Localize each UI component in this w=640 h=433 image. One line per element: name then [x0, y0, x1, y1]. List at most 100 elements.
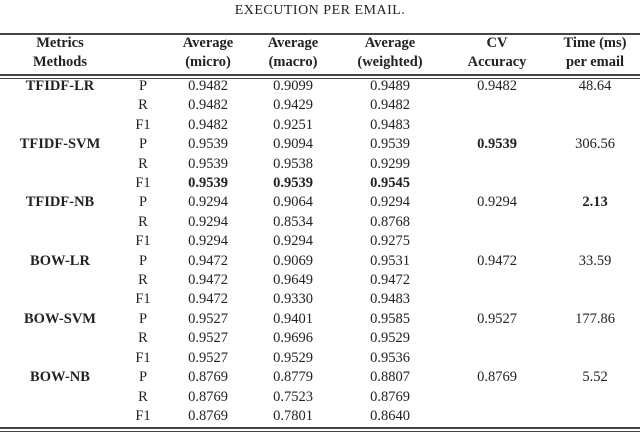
- cell-time: [550, 407, 640, 426]
- cell-method: BOW-LR: [30, 252, 90, 269]
- cell-method: TFIDF-LR: [25, 78, 95, 94]
- cell-time: [550, 349, 640, 368]
- cell-micro: 0.9527: [188, 349, 228, 366]
- cell-time: [550, 116, 640, 135]
- cell-cv: [444, 407, 550, 426]
- cell-metric: P: [138, 369, 148, 386]
- cell-method: [0, 349, 120, 368]
- cell-metric: F1: [135, 349, 151, 366]
- cell-cv: 0.9294: [477, 194, 517, 211]
- table-row: R 0.9472 0.9649 0.9472: [0, 271, 640, 290]
- cell-macro: 0.7523: [273, 388, 313, 405]
- table-row: R 0.9482 0.9429 0.9482: [0, 96, 640, 115]
- table-row: R 0.9539 0.9538 0.9299: [0, 155, 640, 174]
- table-row: R 0.9527 0.9696 0.9529: [0, 329, 640, 348]
- header-cv-sub: Accuracy: [467, 54, 527, 70]
- cell-time: 177.86: [575, 310, 615, 327]
- cell-micro: 0.9527: [188, 310, 228, 327]
- table-row: TFIDF-NB P 0.9294 0.9064 0.9294 0.9294 2.13: [0, 193, 640, 212]
- cell-weighted: 0.9539: [370, 136, 410, 153]
- cell-time: 306.56: [575, 136, 615, 153]
- cell-weighted: 0.9531: [370, 252, 410, 269]
- cell-time: [550, 329, 640, 348]
- cell-metric: P: [138, 252, 148, 269]
- cell-cv: [444, 271, 550, 290]
- cell-cv: [444, 174, 550, 193]
- cell-metric: R: [138, 213, 148, 230]
- cell-weighted: 0.8807: [370, 369, 410, 386]
- cell-weighted: 0.9275: [370, 233, 410, 250]
- cell-cv: 0.9472: [477, 252, 517, 269]
- cell-micro: 0.9539: [188, 175, 228, 192]
- top-rule: [0, 33, 640, 35]
- cell-weighted: 0.9472: [370, 272, 410, 289]
- table-row: F1 0.9539 0.9539 0.9545: [0, 174, 640, 193]
- cell-metric: P: [138, 194, 148, 211]
- cell-cv: [444, 213, 550, 232]
- table-row: F1 0.9472 0.9330 0.9483: [0, 290, 640, 309]
- cell-micro: 0.9482: [188, 78, 228, 94]
- cell-cv: 0.9527: [477, 310, 517, 327]
- table-header: Metrics Average Average Average CV Time …: [0, 34, 640, 72]
- header-blank: [120, 53, 166, 72]
- header-rule-2: [0, 77, 640, 79]
- cell-macro: 0.9538: [273, 155, 313, 172]
- cell-macro: 0.9649: [273, 272, 313, 289]
- cell-cv: 0.9482: [477, 78, 517, 94]
- header-micro: Average: [182, 35, 234, 51]
- table-row: F1 0.9294 0.9294 0.9275: [0, 232, 640, 251]
- cell-time: [550, 96, 640, 115]
- cell-method: [0, 271, 120, 290]
- cell-macro: 0.9401: [273, 310, 313, 327]
- cell-micro: 0.9294: [188, 194, 228, 211]
- table-row: BOW-LR P 0.9472 0.9069 0.9531 0.9472 33.59: [0, 252, 640, 271]
- cell-macro: 0.9294: [273, 233, 313, 250]
- cell-method: [0, 174, 120, 193]
- cell-cv: 0.9539: [477, 136, 517, 153]
- cell-macro: 0.9251: [273, 116, 313, 133]
- header-time-sub: per email: [565, 54, 625, 70]
- cell-macro: 0.7801: [273, 407, 313, 424]
- cell-micro: 0.9539: [188, 136, 228, 153]
- cell-time: [550, 155, 640, 174]
- cell-method: [0, 232, 120, 251]
- table-row: BOW-NB P 0.8769 0.8779 0.8807 0.8769 5.52: [0, 368, 640, 387]
- cell-macro: 0.9539: [273, 175, 313, 192]
- cell-macro: 0.9429: [273, 97, 313, 114]
- cell-method: TFIDF-NB: [25, 194, 95, 211]
- cell-weighted: 0.9482: [370, 97, 410, 114]
- table-row: F1 0.9527 0.9529 0.9536: [0, 349, 640, 368]
- cell-weighted: 0.8640: [370, 407, 410, 424]
- header-macro: Average: [267, 35, 319, 51]
- cell-method: [0, 116, 120, 135]
- cell-macro: 0.9064: [273, 194, 313, 211]
- header-cv: CV: [486, 35, 508, 51]
- cell-metric: R: [138, 97, 148, 114]
- cell-time: [550, 174, 640, 193]
- results-table: TFIDF-LR P 0.9482 0.9099 0.9489 0.9482 48.64 R 0…: [0, 77, 640, 426]
- cell-cv: [444, 232, 550, 251]
- cell-metric: F1: [135, 175, 151, 192]
- cell-metric: R: [138, 272, 148, 289]
- header-weighted: Average: [364, 35, 416, 51]
- cell-metric: R: [138, 330, 148, 347]
- bottom-rule-2: [0, 430, 640, 432]
- cell-micro: 0.9539: [188, 155, 228, 172]
- cell-micro: 0.8769: [188, 369, 228, 386]
- cell-method: [0, 155, 120, 174]
- table-row: TFIDF-LR P 0.9482 0.9099 0.9489 0.9482 48.64: [0, 77, 640, 96]
- cell-micro: 0.9294: [188, 213, 228, 230]
- cell-macro: 0.9094: [273, 136, 313, 153]
- cell-metric: F1: [135, 233, 151, 250]
- header-metrics: Metrics: [36, 35, 84, 51]
- cell-micro: 0.9472: [188, 291, 228, 308]
- table-row: F1 0.9482 0.9251 0.9483: [0, 116, 640, 135]
- cell-method: BOW-SVM: [24, 310, 96, 327]
- header-row-2: Methods (micro) (macro) (weighted) Accur…: [0, 53, 640, 72]
- cell-metric: F1: [135, 291, 151, 308]
- table-row: F1 0.8769 0.7801 0.8640: [0, 407, 640, 426]
- cell-time: [550, 388, 640, 407]
- table-row: TFIDF-SVM P 0.9539 0.9094 0.9539 0.9539 306.56: [0, 135, 640, 154]
- cell-macro: 0.9330: [273, 291, 313, 308]
- cell-time: [550, 213, 640, 232]
